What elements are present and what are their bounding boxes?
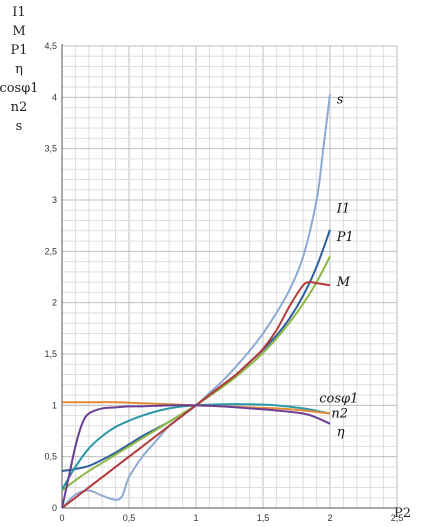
x-tick-label: 2 bbox=[327, 513, 332, 523]
series-label-s: s bbox=[337, 92, 344, 107]
y-label-line: cosφ1 bbox=[0, 81, 39, 96]
y-tick-label: 4 bbox=[52, 92, 57, 102]
grid bbox=[61, 45, 398, 509]
series-line-M bbox=[61, 281, 331, 509]
y-tick-label: 1,5 bbox=[44, 349, 57, 359]
y-tick-label: 2 bbox=[52, 298, 57, 308]
y-axis-label: I1 M P1 η cosφ1 n2 s bbox=[0, 5, 39, 134]
series-line-η bbox=[61, 404, 331, 509]
series-line-cosφ1 bbox=[61, 403, 331, 491]
y-label-line: M bbox=[12, 24, 25, 39]
series-label-P1: P1 bbox=[336, 230, 354, 245]
axes bbox=[61, 44, 397, 509]
x-axis-label: P2 bbox=[394, 506, 411, 521]
y-tick-label: 2,5 bbox=[44, 246, 57, 256]
x-tick-label: 0 bbox=[59, 513, 64, 523]
series-label-n2: n2 bbox=[331, 407, 348, 422]
x-tick-label: 1,5 bbox=[257, 513, 270, 523]
y-label-line: I1 bbox=[12, 5, 25, 20]
x-tick-label: 2,5 bbox=[391, 513, 404, 523]
series-label-cosφ1: cosφ1 bbox=[319, 391, 358, 406]
tick-labels: 0 0,5 1 1,5 2 2,5 3 3,5 4 4,5 0 0,5 1 1,5 2 2,5 bbox=[44, 41, 403, 523]
y-tick-label: 0,5 bbox=[44, 452, 57, 462]
y-label-line: n2 bbox=[11, 100, 28, 115]
x-tick-label: 0,5 bbox=[123, 513, 136, 523]
series-label-η: η bbox=[337, 425, 345, 440]
y-label-line: η bbox=[15, 62, 23, 77]
x-tick-label: 1 bbox=[193, 513, 198, 523]
y-tick-label: 1 bbox=[52, 400, 57, 410]
y-tick-label: 3 bbox=[52, 195, 57, 205]
y-tick-label: 4,5 bbox=[44, 41, 57, 51]
y-tick-label: 0 bbox=[52, 503, 57, 513]
series-label-I1: I1 bbox=[336, 201, 350, 216]
series-lines bbox=[61, 94, 331, 509]
y-label-line: s bbox=[16, 119, 23, 134]
y-tick-label: 3,5 bbox=[44, 144, 57, 154]
y-label-line: P1 bbox=[10, 43, 27, 58]
series-label-M: M bbox=[336, 275, 351, 290]
